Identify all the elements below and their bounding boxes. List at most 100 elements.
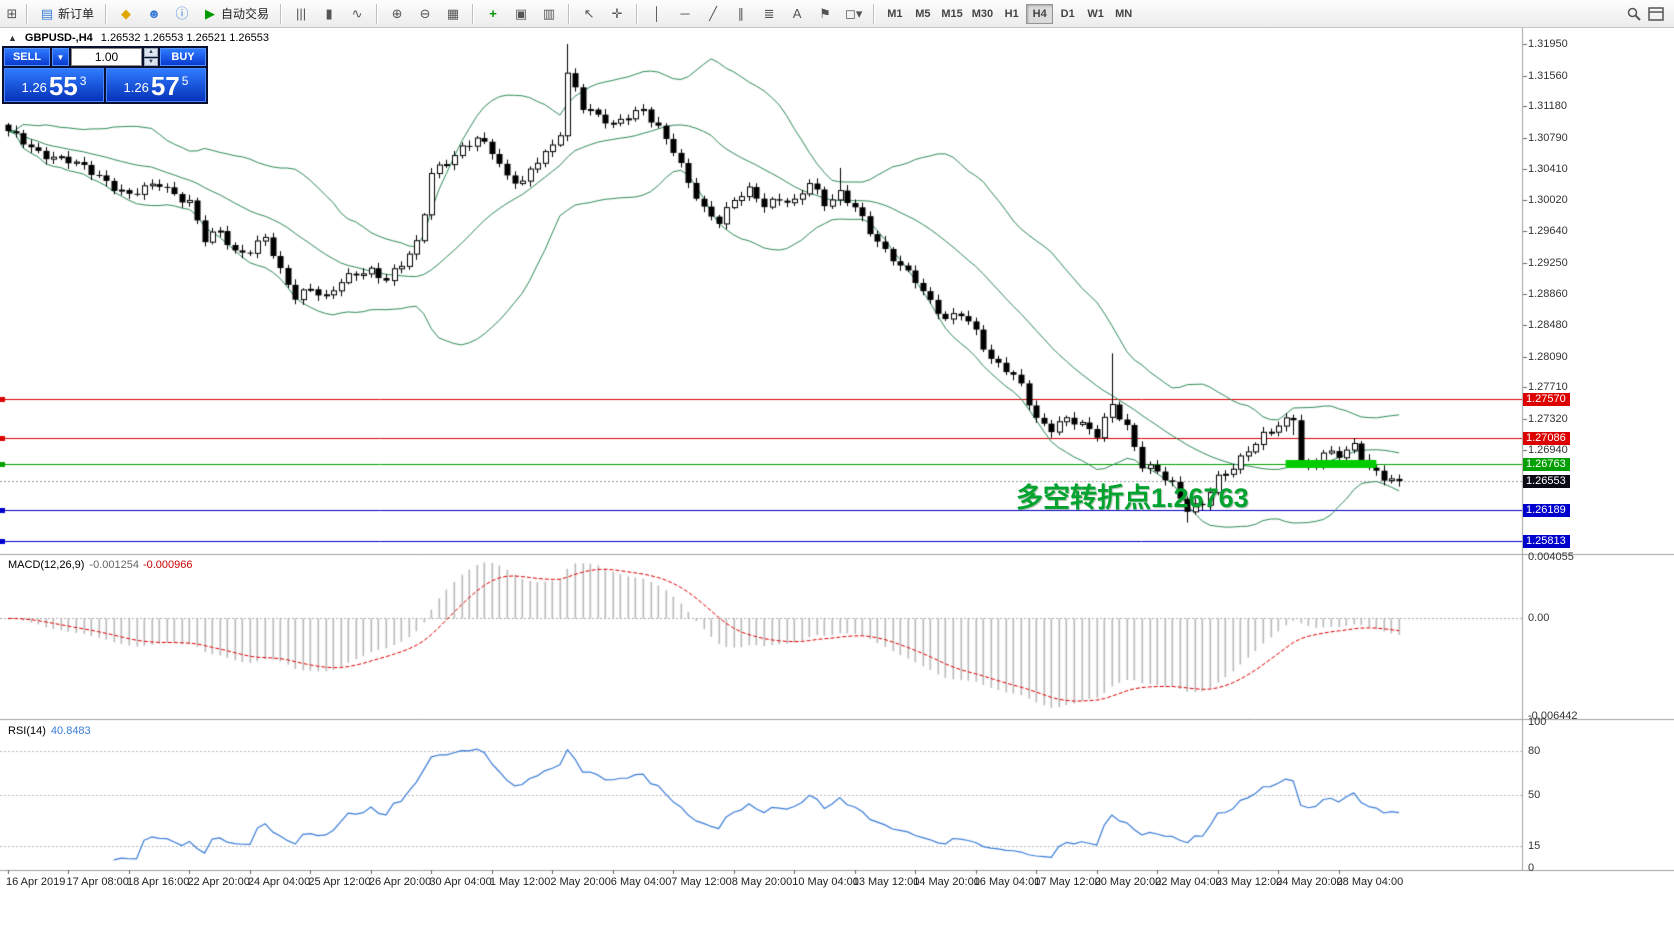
fibonacci-icon: ≣: [763, 5, 775, 21]
indicators-icon: +: [489, 5, 497, 21]
line-chart-icon: ∿: [351, 5, 363, 21]
channel-button[interactable]: ∥: [728, 3, 754, 25]
tile-windows-icon: ▦: [446, 5, 460, 21]
timeframe-button-m15[interactable]: M15: [937, 4, 966, 24]
zoom-in-icon: ⊕: [391, 5, 403, 21]
community-icon: ☻: [147, 5, 161, 21]
zoom-out-button[interactable]: ⊖: [412, 3, 438, 25]
new-order-label: 新订单: [58, 7, 95, 21]
timeframe-button-m30[interactable]: M30: [968, 4, 997, 24]
channel-icon: ∥: [737, 5, 745, 21]
zoom-out-icon: ⊖: [419, 5, 431, 21]
timeframe-button-m5[interactable]: M5: [909, 4, 936, 24]
timeframe-button-w1[interactable]: W1: [1082, 4, 1109, 24]
timeframe-button-h1[interactable]: H1: [998, 4, 1025, 24]
timeframe-button-h4[interactable]: H4: [1026, 3, 1054, 24]
buy-price-big: 57: [150, 71, 180, 101]
timeframe-group: M1 M5 M15 M30 H1 H4 D1 W1 MN: [881, 3, 1137, 24]
separator: [636, 3, 639, 24]
rsi-value: 40.8483: [50, 725, 91, 737]
separator: [280, 3, 283, 24]
macd-signal-value: -0.000966: [142, 559, 193, 571]
order-type-dropdown[interactable]: ▼: [52, 48, 69, 66]
volume-up-button[interactable]: ▲: [144, 48, 158, 57]
zoom-in-button[interactable]: ⊕: [384, 3, 410, 25]
rsi-name: RSI(14): [8, 725, 46, 737]
templates-icon: ▣: [514, 5, 528, 21]
sell-price-big: 55: [48, 71, 78, 101]
line-chart-button[interactable]: ∿: [344, 3, 370, 25]
vertical-line-button[interactable]: │: [644, 3, 670, 25]
horizontal-line-button[interactable]: ─: [672, 3, 698, 25]
cursor-icon: ↖: [583, 5, 595, 21]
sell-price-box[interactable]: 1.26 55 3: [4, 68, 104, 102]
text-icon: A: [792, 5, 802, 21]
volume-stepper: ▲ ▼: [144, 48, 158, 66]
fibonacci-button[interactable]: ≣: [756, 3, 782, 25]
macd-main-value: -0.001254: [89, 559, 139, 571]
horizontal-line-icon: ─: [680, 5, 690, 21]
vertical-line-icon: │: [652, 5, 662, 21]
indicators-button[interactable]: +: [480, 3, 506, 25]
separator: [472, 3, 475, 24]
buy-price-sup: 5: [181, 74, 189, 88]
new-order-icon: ▤: [40, 5, 54, 21]
timeframe-button-m1[interactable]: M1: [881, 4, 908, 24]
templates-button[interactable]: ▣: [508, 3, 534, 25]
separator: [376, 3, 379, 24]
play-icon: ▶: [205, 5, 216, 21]
metaeditor-icon: ◆: [121, 5, 132, 21]
metaeditor-button[interactable]: ◆: [113, 3, 139, 25]
toolbar-right: [1626, 6, 1670, 22]
turning-point-annotation[interactable]: 多空转折点1.26763: [1016, 483, 1249, 513]
info-icon: ⓘ: [175, 5, 189, 21]
label-button[interactable]: ⚑: [812, 3, 838, 25]
one-click-trading-panel: SELL ▼ ▲ ▼ BUY 1.26 55 3 1.26 57 5: [2, 46, 208, 104]
ohlc-values: 1.26532 1.26553 1.26521 1.26553: [100, 32, 269, 44]
new-order-button[interactable]: ▤ 新订单: [34, 3, 99, 25]
macd-name: MACD(12,26,9): [8, 559, 85, 571]
chart-title: ▲ GBPUSD-,H4 1.26532 1.26553 1.26521 1.2…: [8, 32, 269, 44]
shapes-button[interactable]: ◻▾: [840, 3, 867, 25]
toolbar: ⊞ ▤ 新订单 ◆ ☻ ⓘ ▶ 自动交易 ||| ▮ ∿ ⊕ ⊖ ▦ + ▣ ▥…: [0, 0, 1674, 28]
app-icon: ⊞: [6, 5, 18, 21]
crosshair-icon: ✛: [611, 5, 623, 21]
sell-button[interactable]: SELL: [4, 48, 50, 66]
candlestick-icon: ▮: [325, 5, 333, 21]
buy-price-box[interactable]: 1.26 57 5: [106, 68, 206, 102]
separator: [568, 3, 571, 24]
trendline-button[interactable]: ╱: [700, 3, 726, 25]
timeframe-button-mn[interactable]: MN: [1110, 4, 1137, 24]
separator: [26, 3, 28, 24]
crosshair-button[interactable]: ✛: [604, 3, 630, 25]
search-icon[interactable]: [1626, 6, 1642, 22]
timeframe-button-d1[interactable]: D1: [1054, 4, 1081, 24]
profiles-button[interactable]: ▥: [536, 3, 562, 25]
bar-chart-icon: |||: [295, 5, 307, 21]
buy-price-small: 1.26: [123, 80, 149, 95]
tile-windows-button[interactable]: ▦: [440, 3, 466, 25]
sell-price-sup: 3: [79, 74, 87, 88]
buy-button[interactable]: BUY: [160, 48, 206, 66]
cursor-button[interactable]: ↖: [576, 3, 602, 25]
separator: [105, 3, 108, 24]
rsi-label: RSI(14) 40.8483: [8, 725, 91, 737]
volume-input[interactable]: [71, 48, 142, 66]
one-click-collapse-icon[interactable]: ▲: [8, 33, 17, 43]
candlestick-button[interactable]: ▮: [316, 3, 342, 25]
separator: [873, 3, 876, 24]
macd-label: MACD(12,26,9) -0.001254 -0.000966: [8, 559, 193, 571]
auto-trading-label: 自动交易: [221, 7, 270, 21]
symbol-period-label: GBPUSD-,H4: [24, 32, 93, 44]
info-button[interactable]: ⓘ: [169, 3, 195, 25]
sell-price-small: 1.26: [21, 80, 47, 95]
trendline-icon: ╱: [709, 5, 717, 21]
bar-chart-button[interactable]: |||: [288, 3, 314, 25]
auto-trading-button[interactable]: ▶ 自动交易: [197, 3, 274, 25]
panels-icon[interactable]: [1648, 6, 1664, 22]
volume-down-button[interactable]: ▼: [144, 57, 158, 66]
text-button[interactable]: A: [784, 3, 810, 25]
community-button[interactable]: ☻: [141, 3, 167, 25]
